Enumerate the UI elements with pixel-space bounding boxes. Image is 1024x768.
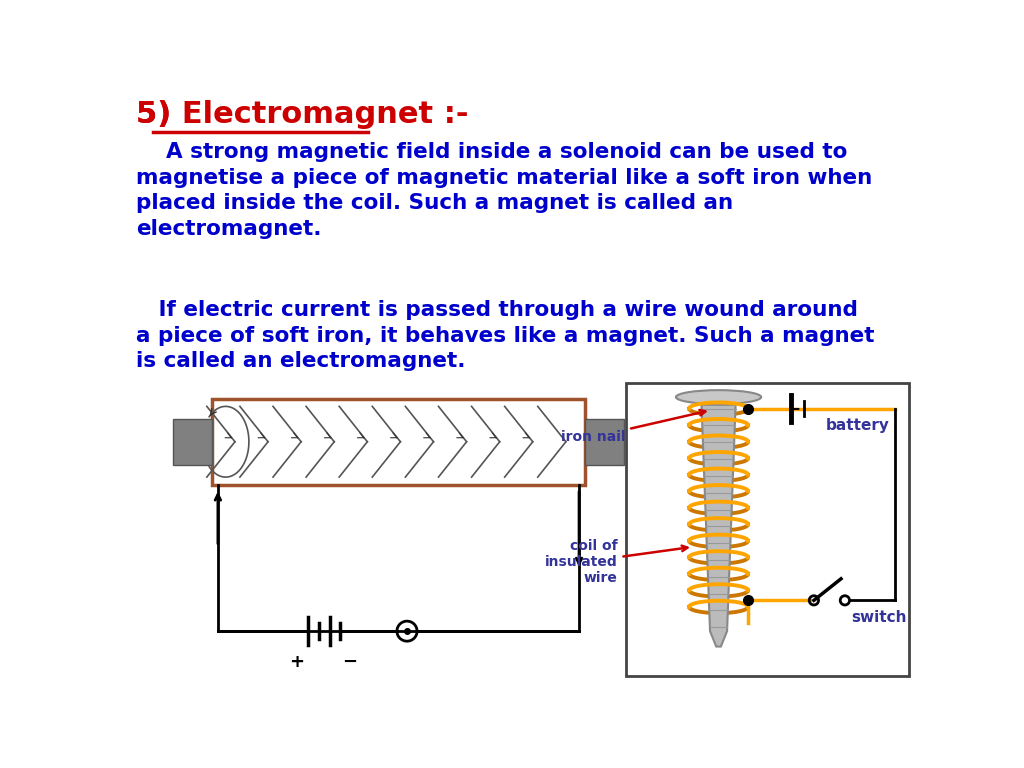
Bar bbox=[173, 419, 212, 465]
Text: switch: switch bbox=[851, 610, 906, 624]
Bar bbox=[586, 419, 624, 465]
Text: If electric current is passed through a wire wound around
a piece of soft iron, : If electric current is passed through a … bbox=[136, 300, 874, 371]
Text: coil of
insulated
wire: coil of insulated wire bbox=[545, 539, 687, 585]
Text: 5) Electromagnet :-: 5) Electromagnet :- bbox=[136, 100, 468, 129]
Text: −: − bbox=[342, 653, 357, 670]
Text: 5): 5) bbox=[136, 100, 181, 129]
Polygon shape bbox=[701, 405, 735, 647]
Ellipse shape bbox=[676, 390, 761, 404]
Text: battery: battery bbox=[825, 418, 890, 433]
Text: A strong magnetic field inside a solenoid can be used to
magnetise a piece of ma: A strong magnetic field inside a solenoi… bbox=[136, 142, 872, 239]
Bar bbox=[626, 383, 909, 676]
Text: iron nail: iron nail bbox=[561, 410, 706, 444]
Bar bbox=[212, 399, 586, 485]
Text: +: + bbox=[290, 653, 304, 670]
